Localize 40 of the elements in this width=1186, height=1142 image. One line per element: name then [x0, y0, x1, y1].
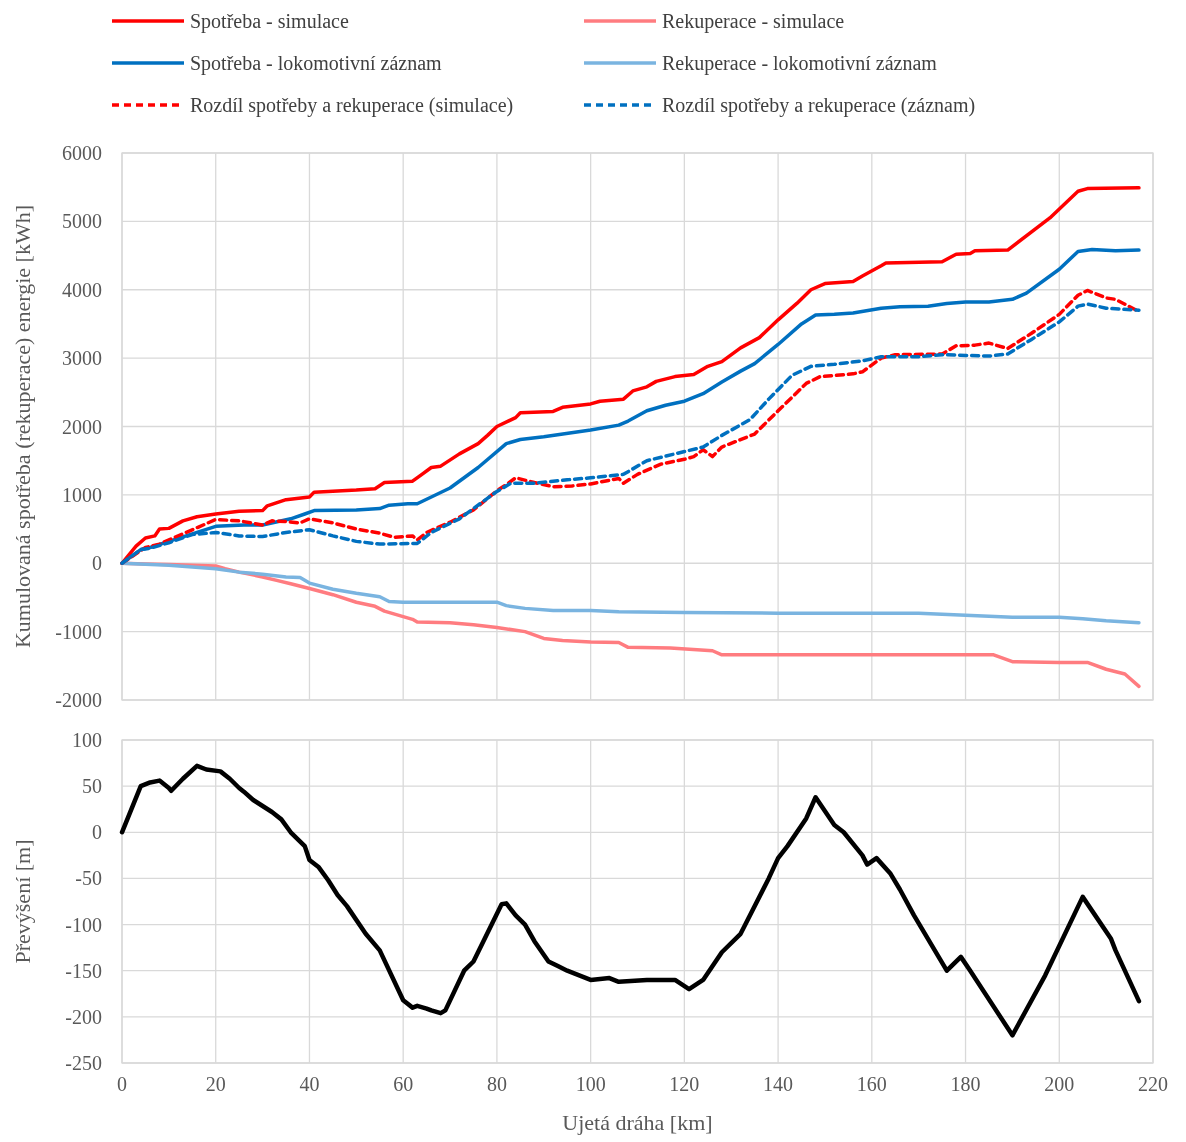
- line-series: [119, 763, 1142, 1038]
- y-axis-title: Kumulovaná spotřeba (rekuperace) energie [kWh]: [10, 204, 35, 649]
- x-tick-label: 180: [950, 1073, 981, 1095]
- legend-label: Spotřeba - lokomotivní záznam: [190, 52, 443, 75]
- legend-label: Rozdíl spotřeby a rekuperace (záznam): [662, 94, 976, 117]
- x-tick-label: 20: [205, 1073, 226, 1095]
- x-tick-label: 220: [1138, 1073, 1168, 1095]
- line-series: [120, 561, 1141, 625]
- y-tick-label: -200: [65, 1005, 102, 1028]
- y-tick-label: 0: [92, 821, 102, 844]
- legend-label: Rekuperace - simulace: [662, 10, 845, 33]
- y-tick-label: 1000: [62, 483, 102, 506]
- x-tick-label: 80: [486, 1073, 507, 1095]
- x-tick-label: 140: [763, 1073, 794, 1095]
- y-tick-label: -1000: [55, 620, 102, 643]
- y-tick-label: 2000: [62, 415, 102, 438]
- y-tick-label: 5000: [62, 210, 102, 233]
- y-tick-label: 6000: [62, 142, 102, 164]
- y-axis-title: Převýšení [m]: [10, 839, 35, 964]
- x-tick-label: 0: [117, 1073, 127, 1095]
- legend-label: Rozdíl spotřeby a rekuperace (simulace): [190, 94, 514, 117]
- x-tick-label: 160: [856, 1073, 887, 1095]
- y-tick-label: -2000: [55, 689, 102, 711]
- y-tick-label: -150: [65, 959, 102, 982]
- x-tick-label: 200: [1044, 1073, 1075, 1095]
- y-tick-label: 4000: [62, 278, 102, 301]
- x-tick-label: 120: [669, 1073, 700, 1095]
- y-tick-label: -100: [65, 913, 102, 936]
- y-tick-label: 3000: [62, 347, 102, 370]
- x-tick-label: 60: [393, 1073, 414, 1095]
- x-tick-label: 40: [299, 1073, 320, 1095]
- y-tick-label: 100: [72, 729, 102, 751]
- x-tick-label: 100: [575, 1073, 606, 1095]
- legend-label: Spotřeba - simulace: [190, 10, 349, 33]
- y-tick-label: 50: [82, 775, 102, 798]
- y-tick-label: 0: [92, 552, 102, 575]
- y-tick-label: -50: [75, 867, 102, 890]
- y-tick-label: -250: [65, 1052, 102, 1074]
- legend-label: Rekuperace - lokomotivní záznam: [662, 52, 938, 75]
- x-axis-title: Ujetá dráha [km]: [562, 1110, 713, 1135]
